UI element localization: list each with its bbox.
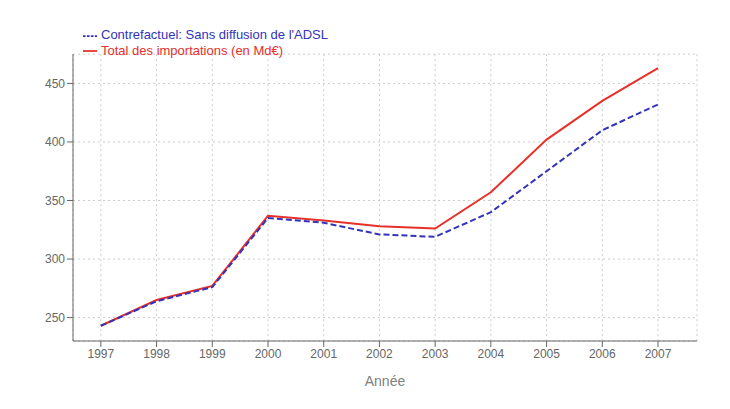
svg-text:450: 450 bbox=[45, 77, 65, 91]
svg-text:2005: 2005 bbox=[533, 347, 560, 361]
svg-text:400: 400 bbox=[45, 135, 65, 149]
svg-text:2004: 2004 bbox=[478, 347, 505, 361]
svg-text:2003: 2003 bbox=[422, 347, 449, 361]
html-text:Contrefactuel: Sans diffusion: Contrefactuel: Sans diffusion de l'ADSL bbox=[101, 27, 328, 42]
svg-text:1997: 1997 bbox=[88, 347, 115, 361]
svg-text:1998: 1998 bbox=[143, 347, 170, 361]
svg-text:2000: 2000 bbox=[255, 347, 282, 361]
svg-text:2002: 2002 bbox=[366, 347, 393, 361]
svg-text:2001: 2001 bbox=[310, 347, 337, 361]
svg-text:250: 250 bbox=[45, 311, 65, 325]
svg-text:300: 300 bbox=[45, 252, 65, 266]
html-text:Total des importations (en Md€: Total des importations (en Md€) bbox=[101, 42, 284, 58]
svg-text:2006: 2006 bbox=[589, 347, 616, 361]
svg-text:350: 350 bbox=[45, 194, 65, 208]
svg-text:Année: Année bbox=[365, 373, 406, 389]
svg-text:2007: 2007 bbox=[645, 347, 672, 361]
svg-text:1999: 1999 bbox=[199, 347, 226, 361]
